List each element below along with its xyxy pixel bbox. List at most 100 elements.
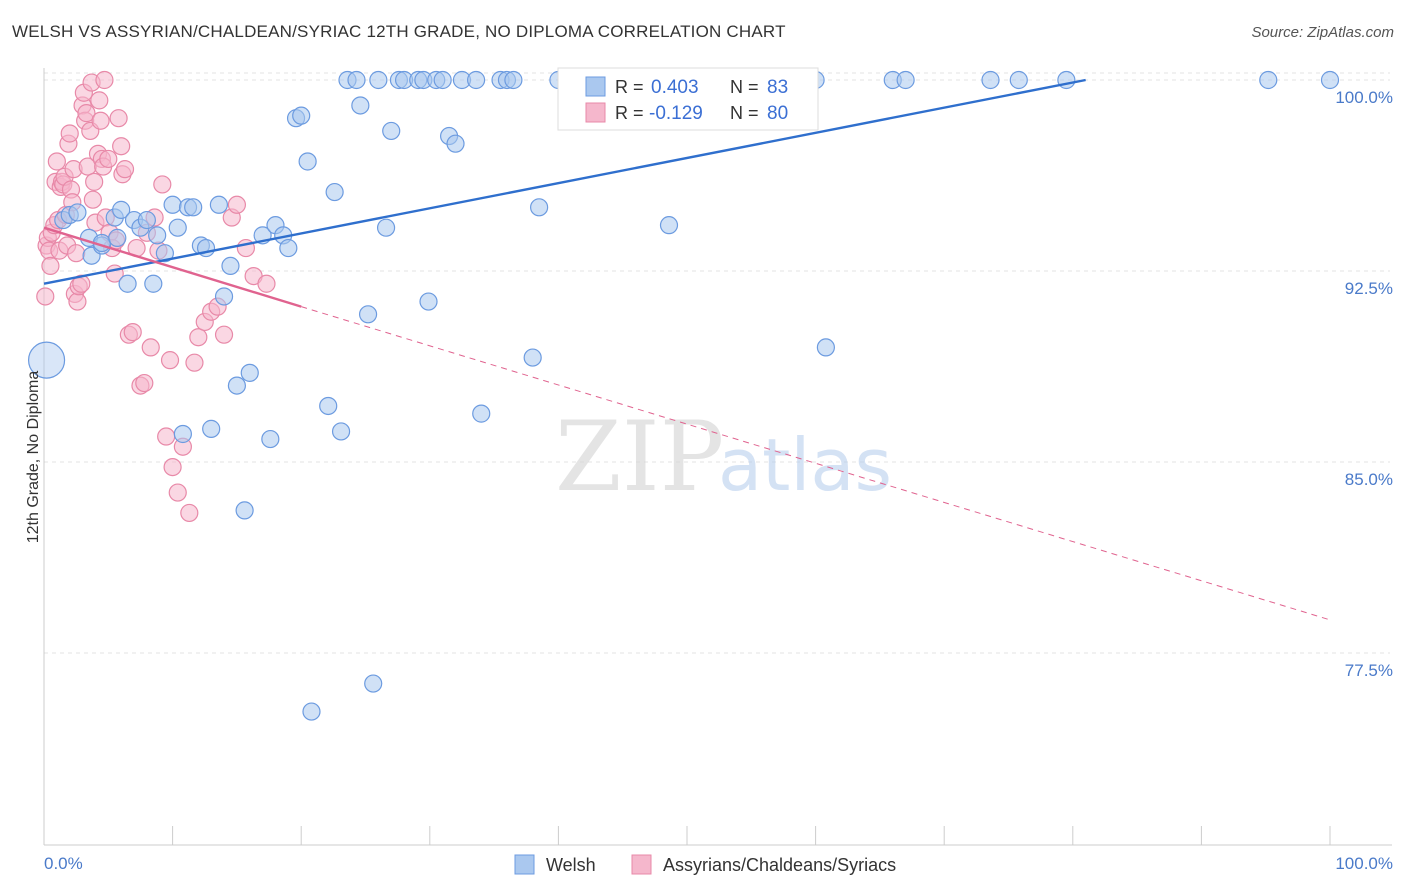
trend-lines [43, 78, 1331, 621]
welsh-point [896, 70, 915, 90]
bottom-legend-assyrian-label: Assyrians/Chaldeans/Syriacs [663, 855, 896, 875]
assyrian-trend-line [43, 226, 302, 308]
welsh-point [1009, 70, 1028, 90]
assyrian-point [47, 152, 66, 171]
assyrian-point [41, 256, 60, 276]
welsh-point [240, 363, 259, 382]
legend-welsh-n-label: N = [730, 77, 759, 97]
assyrian-point [115, 160, 135, 179]
assyrian-point [160, 351, 180, 370]
welsh-point [347, 70, 366, 90]
assyrian-trend-line-extension [301, 306, 1331, 621]
welsh-point [155, 244, 174, 263]
welsh-trend-line [43, 78, 1086, 285]
y-tick-label: 77.5% [1345, 661, 1393, 680]
welsh-point [68, 203, 87, 222]
welsh-point [292, 106, 311, 125]
series-welsh-points [27, 70, 1340, 721]
assyrian-point [214, 325, 234, 344]
welsh-point [235, 501, 254, 520]
chart-source: Source: ZipAtlas.com [1251, 24, 1394, 41]
assyrian-point [135, 373, 154, 393]
welsh-point [325, 182, 344, 202]
watermark-zip: ZIP [555, 401, 724, 513]
welsh-point [659, 216, 679, 235]
welsh-point [173, 424, 192, 444]
correlation-legend: R = 0.403 N = 83 R = -0.129 N = 80 [557, 67, 819, 131]
assyrian-point [153, 175, 172, 194]
welsh-point [221, 256, 240, 276]
x-tick-label: 100.0% [1335, 854, 1393, 873]
welsh-point [261, 429, 280, 449]
assyrian-point [257, 274, 276, 293]
welsh-point [144, 274, 163, 293]
welsh-point [27, 341, 66, 379]
y-axis-label: 12th Grade, No Diploma [25, 371, 42, 544]
bottom-legend-welsh-swatch [514, 854, 535, 875]
welsh-point [279, 238, 298, 258]
assyrian-point [112, 137, 131, 156]
welsh-point [298, 152, 317, 171]
assyrian-point [157, 427, 176, 446]
welsh-point [184, 198, 203, 217]
welsh-point [446, 134, 465, 153]
welsh-point [472, 404, 491, 423]
welsh-point [227, 376, 246, 395]
welsh-point [1259, 70, 1278, 90]
y-tick-label: 85.0% [1345, 470, 1393, 489]
welsh-point [202, 419, 221, 438]
grid-lines [44, 72, 1390, 654]
bottom-legend-welsh-label: Welsh [546, 855, 596, 875]
welsh-point [369, 70, 388, 90]
assyrian-point [99, 149, 118, 169]
legend-welsh-n-value: 83 [767, 77, 788, 98]
series-assyrian-points [36, 70, 276, 523]
y-tick-label: 92.5% [1345, 279, 1393, 298]
legend-welsh-swatch [585, 76, 606, 97]
welsh-point [163, 195, 182, 214]
assyrian-point [227, 195, 246, 214]
assyrian-point [163, 457, 182, 477]
assyrian-point [67, 244, 86, 263]
zipatlas-watermark: ZIP atlas [555, 401, 892, 513]
assyrian-point [141, 338, 160, 357]
series-legend: Welsh Assyrians/Chaldeans/Syriacs [514, 854, 896, 875]
welsh-point [358, 305, 378, 324]
assyrian-point [168, 483, 187, 502]
welsh-point [419, 292, 438, 311]
welsh-point [376, 218, 396, 237]
welsh-point [382, 121, 401, 141]
welsh-point [1320, 70, 1340, 90]
legend-assyrian-r-label: R = [615, 103, 644, 123]
legend-welsh-r-value: 0.403 [651, 77, 699, 98]
assyrian-point [83, 190, 102, 209]
welsh-point [319, 396, 338, 416]
assyrian-point [123, 323, 142, 342]
welsh-point [523, 348, 542, 367]
assyrian-point [91, 111, 110, 130]
tick-labels: 100.0% 92.5% 85.0% 77.5% 0.0% 100.0% [44, 88, 1393, 873]
welsh-point [981, 70, 1000, 90]
y-tick-label: 100.0% [1335, 88, 1393, 107]
welsh-point [118, 274, 137, 293]
assyrian-point [95, 70, 114, 90]
legend-assyrian-swatch [585, 102, 606, 123]
x-tick-label: 0.0% [44, 854, 83, 873]
welsh-point [364, 674, 383, 693]
welsh-point [137, 210, 156, 230]
bottom-legend-assyrian-swatch [631, 854, 652, 875]
legend-assyrian-r-value: -0.129 [649, 103, 703, 124]
assyrian-point [77, 104, 96, 123]
welsh-point [331, 422, 351, 441]
welsh-point [351, 96, 370, 115]
assyrian-point [109, 109, 128, 128]
watermark-atlas: atlas [718, 423, 892, 507]
welsh-point [504, 70, 523, 90]
welsh-point [466, 70, 486, 90]
chart-title: WELSH VS ASSYRIAN/CHALDEAN/SYRIAC 12TH G… [12, 22, 786, 41]
welsh-point [112, 200, 131, 219]
welsh-point [433, 70, 452, 90]
assyrian-point [60, 124, 79, 143]
axes [43, 68, 1392, 846]
welsh-point [209, 195, 228, 214]
